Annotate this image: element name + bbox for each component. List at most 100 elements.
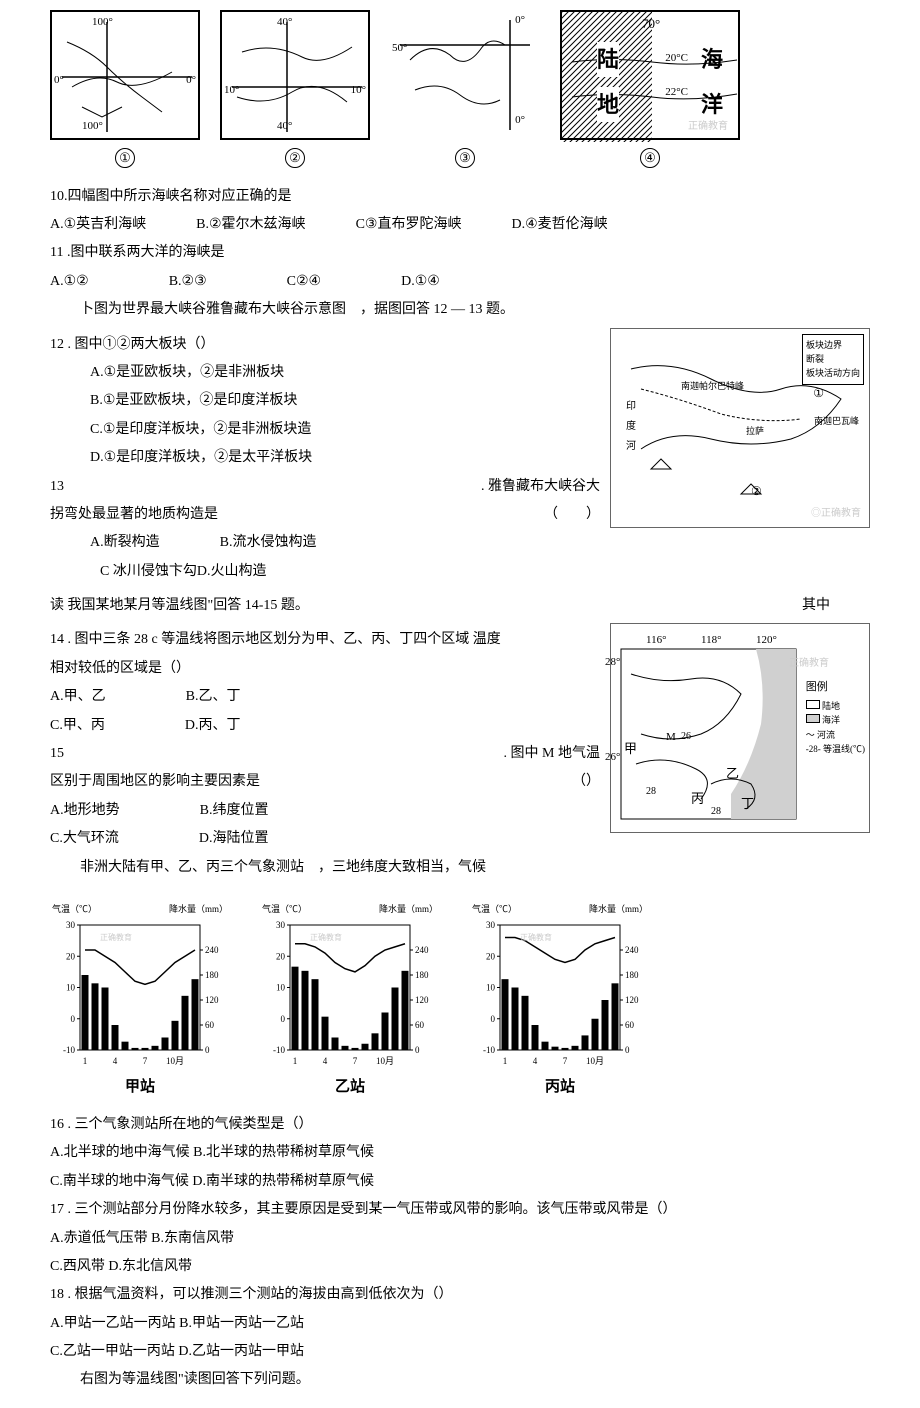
q14-15-left: 14 . 图中三条 28 c 等温线将图示地区划分为甲、乙、丙、丁四个区域 温度… [50,623,600,885]
map4-land2: 地 [597,87,619,122]
intro16: 非洲大陆有甲、乙、丙三个气象测站 ，三地纬度大致相当，气候 [50,857,600,879]
q12-a: A.①是亚欧板块，②是非洲板块 [50,362,600,384]
intro19: 右图为等温线图"读图回答下列问题。 [50,1369,870,1391]
q15-stem2: 区别于周围地区的影响主要因素是 （） [50,771,600,793]
svg-text:0: 0 [625,1045,630,1055]
q10-b: B.②霍尔木兹海峡 [196,214,305,236]
q11-stem: 11 .图中联系两大洋的海峡是 [50,242,870,264]
svg-text:240: 240 [205,945,219,955]
q13-ab: A.断裂构造 B.流水侵蚀构造 [50,532,600,554]
svg-text:1: 1 [83,1056,88,1066]
svg-text:10月: 10月 [166,1056,184,1066]
q17-cd: C.西风带 D.东北信风带 [50,1256,870,1278]
svg-text:-10: -10 [273,1045,285,1055]
q14-stem2: 相对较低的区域是（） [50,658,600,680]
map4-top: 70° [642,14,660,35]
q12-13-block: 12 . 图中①②两大板块（） A.①是亚欧板块，②是非洲板块 B.①是亚欧板块… [50,328,870,590]
q12-b: B.①是亚欧板块，②是印度洋板块 [50,390,600,412]
svg-text:-10: -10 [63,1045,75,1055]
q17-ab: A.赤道低气压带 B.东南信风带 [50,1228,870,1250]
q10-d: D.④麦哲伦海峡 [511,214,607,236]
q13-a: A.断裂构造 [90,532,160,554]
q11-c: C②④ [287,271,321,293]
isotherm-legend: 图例 陆地 海洋 ～ 河流 -28- 等温线(℃) [806,679,865,756]
svg-text:气温（℃）: 气温（℃） [472,903,517,914]
svg-text:120: 120 [625,995,639,1005]
q14-ab: A.甲、乙 B.乙、丁 [50,686,600,708]
q16-stem: 16 . 三个气象测站所在地的气候类型是（） [50,1114,870,1136]
q12-d: D.①是印度洋板块，②是太平洋板块 [50,447,600,469]
q17-stem: 17 . 三个测站部分月份降水较多，其主要原因是受到某一气压带或风带的影响。该气… [50,1199,870,1221]
svg-text:气温（℃）: 气温（℃） [52,903,97,914]
svg-text:降水量（mm）: 降水量（mm） [169,903,228,914]
map4-t2: 22°C [665,84,688,102]
map-4-wrapper: 70° 陆 地 海 洋 20°C 22°C 正确教育 ④ [560,10,740,171]
svg-text:1: 1 [293,1056,298,1066]
q10-c: C③直布罗陀海峡 [356,214,462,236]
climate-charts-row: -100102030060120180240气温（℃）降水量（mm）14710月… [50,900,870,1099]
svg-text:10: 10 [66,982,76,992]
svg-text:7: 7 [143,1056,148,1066]
svg-text:30: 30 [66,920,76,930]
q18-stem: 18 . 根据气温资料，可以推测三个测站的海拔由高到低依次为（） [50,1284,870,1306]
q14-c: C.甲、丙 [50,715,105,737]
chart-bing-label: 丙站 [470,1075,650,1099]
svg-text:7: 7 [563,1056,568,1066]
q15-cd: C.大气环流 D.海陆位置 [50,828,600,850]
q11-b: B.②③ [169,271,207,293]
q10-options: A.①英吉利海峡 B.②霍尔木兹海峡 C③直布罗陀海峡 D.④麦哲伦海峡 [50,214,870,236]
chart-yi-wrapper: -100102030060120180240气温（℃）降水量（mm）14710月… [260,900,440,1099]
svg-text:降水量（mm）: 降水量（mm） [379,903,438,914]
q10-stem: 10.四幅图中所示海峡名称对应正确的是 [50,186,870,208]
q12-c: C.①是印度洋板块，②是非洲板块造 [50,419,600,441]
svg-text:20: 20 [486,951,496,961]
chart-bing: -100102030060120180240气温（℃）降水量（mm）14710月… [470,900,650,1070]
map4-land: 陆 [597,42,619,77]
svg-text:10月: 10月 [376,1056,394,1066]
q13-cd: C 冰川侵蚀卞勾D.火山构造 [50,561,600,583]
q18-cd: C.乙站一甲站一丙站 D.乙站一丙站一甲站 [50,1341,870,1363]
map4-sea: 海 [701,42,723,77]
intro14: 读 我国某地某月等温线图"回答 14-15 题。 其中 [50,595,870,617]
q13-stem1: 13 . 雅鲁藏布大峡谷大 [50,476,600,498]
svg-text:4: 4 [113,1056,118,1066]
map4-label: ④ [560,145,740,171]
map-1-wrapper: 100° 0° 0° 100° ① [50,10,200,171]
chart-yi: -100102030060120180240气温（℃）降水量（mm）14710月… [260,900,440,1070]
svg-text:正确教育: 正确教育 [520,932,552,942]
intro12: 卜图为世界最大峡谷雅鲁藏布大峡谷示意图 ，据图回答 12 — 13 题。 [50,299,870,321]
svg-text:10: 10 [486,982,496,992]
chart-jia-wrapper: -100102030060120180240气温（℃）降水量（mm）14710月… [50,900,230,1099]
q18-ab: A.甲站一乙站一丙站 B.甲站一丙站一乙站 [50,1313,870,1335]
q11-a: A.①② [50,271,89,293]
q15-c: C.大气环流 [50,828,119,850]
svg-text:240: 240 [415,945,429,955]
q14-b: B.乙、丁 [186,686,241,708]
q10-a: A.①英吉利海峡 [50,214,146,236]
q12-13-left: 12 . 图中①②两大板块（） A.①是亚欧板块，②是非洲板块 B.①是亚欧板块… [50,328,600,590]
svg-text:0: 0 [205,1045,210,1055]
svg-text:降水量（mm）: 降水量（mm） [589,903,648,914]
q14-stem: 14 . 图中三条 28 c 等温线将图示地区划分为甲、乙、丙、丁四个区域 温度 [50,629,600,651]
svg-text:7: 7 [353,1056,358,1066]
map-3: 0° 50° 0° [390,10,540,140]
svg-text:0: 0 [281,1014,286,1024]
strait-maps-row: 100° 0° 0° 100° ① 40° 10° 10° 40° ② [50,10,870,171]
map-3-wrapper: 0° 50° 0° ③ [390,10,540,171]
svg-text:180: 180 [415,970,429,980]
svg-text:10月: 10月 [586,1056,604,1066]
map-2: 40° 10° 10° 40° [220,10,370,140]
q15-a: A.地形地势 [50,800,120,822]
svg-text:0: 0 [491,1014,496,1024]
svg-text:240: 240 [625,945,639,955]
chart-jia-label: 甲站 [50,1075,230,1099]
svg-text:正确教育: 正确教育 [100,932,132,942]
svg-text:120: 120 [205,995,219,1005]
q14-cd: C.甲、丙 D.丙、丁 [50,715,600,737]
q11-d: D.①④ [401,271,440,293]
svg-text:气温（℃）: 气温（℃） [262,903,307,914]
q14-15-block: 14 . 图中三条 28 c 等温线将图示地区划分为甲、乙、丙、丁四个区域 温度… [50,623,870,885]
svg-text:120: 120 [415,995,429,1005]
svg-text:4: 4 [533,1056,538,1066]
map4-sea2: 洋 [701,87,723,122]
